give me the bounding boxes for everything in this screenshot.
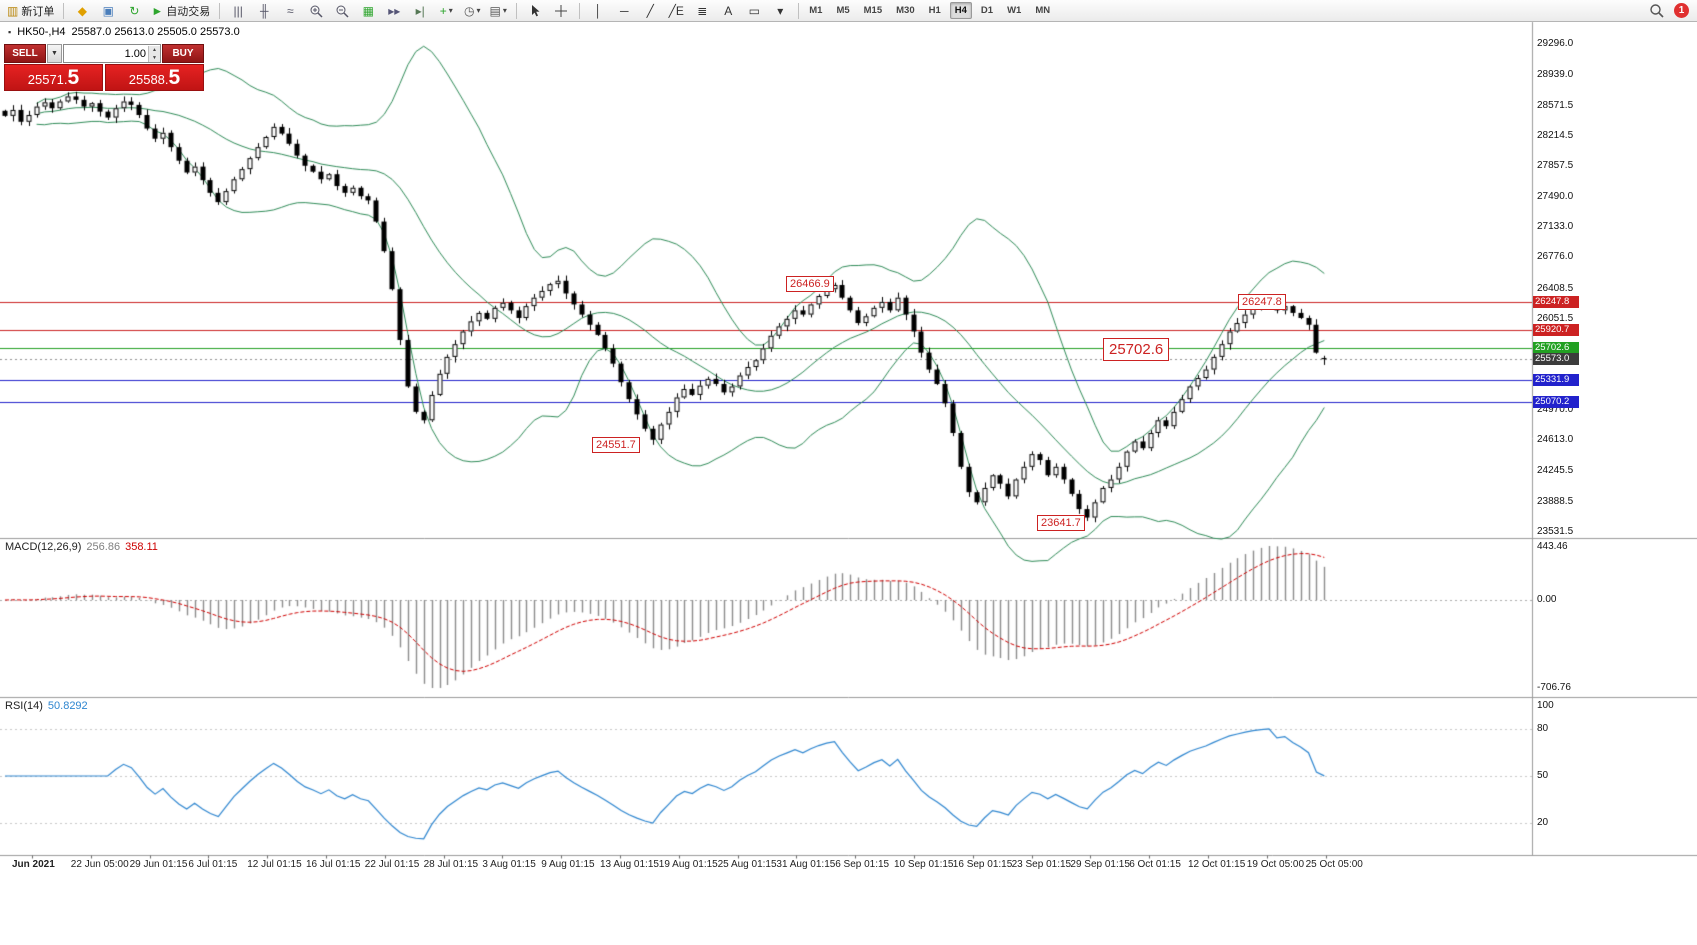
chart-bars-icon[interactable]: |||	[233, 3, 243, 18]
time-scale[interactable]	[0, 855, 1532, 876]
chart-ohlc-line: ▪ HK50-,H4 25587.0 25613.0 25505.0 25573.0	[8, 26, 246, 38]
macd-signal-value: 358.11	[125, 541, 158, 553]
rsi-indicator-label: RSI(14) 50.8292	[5, 700, 88, 712]
cursor-icon[interactable]	[523, 1, 547, 21]
toolbar-separator	[798, 2, 800, 19]
timeframe-m1[interactable]: M1	[809, 5, 823, 16]
chart-candles-icon[interactable]: ╫	[259, 3, 269, 18]
volume-input[interactable]	[64, 47, 148, 60]
toolbar-separator	[63, 2, 65, 19]
buy-button[interactable]: BUY	[162, 44, 204, 63]
price-scale[interactable]	[1532, 22, 1697, 855]
timeframe-h1[interactable]: H1	[928, 5, 941, 16]
text-icon[interactable]: A	[724, 3, 733, 18]
rsi-name: RSI(14)	[5, 700, 43, 712]
sell-price-button[interactable]: 25571. 5	[4, 64, 103, 91]
timeframe-d1[interactable]: D1	[980, 5, 994, 16]
fibonacci-icon[interactable]: ≣	[697, 3, 708, 18]
timeframe-mn[interactable]: MN	[1035, 5, 1051, 16]
macd-indicator-label: MACD(12,26,9) 256.86 358.11	[5, 541, 158, 553]
indicators-add-icon[interactable]: + ▾	[439, 3, 453, 18]
auto-scroll-icon[interactable]: ▸▸	[388, 3, 401, 18]
toolbar: ▥ 新订单 ◆ ▣ ↻ ► 自动交易 ||| ╫ ≈ ▦ ▸▸ ▸| + ▾ ◷ ▾ ▤ ▾ │ ─ ╱ ╱E ≣ A ▭ ▾ M1…	[0, 0, 1697, 22]
volume-field: ▲▼	[63, 44, 161, 63]
symbol-timeframe: HK50-,H4	[17, 26, 66, 38]
auto-trading-button[interactable]: ► 自动交易	[151, 3, 211, 18]
toolbar-separator	[219, 2, 221, 19]
market-watch-icon[interactable]: ◆	[77, 3, 87, 18]
toolbar-separator	[516, 2, 518, 19]
horizontal-line-icon[interactable]: ─	[619, 3, 629, 18]
trade-options-dropdown[interactable]: ▼	[47, 44, 62, 63]
search-icon[interactable]	[1644, 1, 1668, 21]
vertical-line-icon[interactable]: │	[594, 3, 602, 18]
chart-icon: ▪	[8, 27, 12, 37]
buy-price-button[interactable]: 25588. 5	[105, 64, 204, 91]
zoom-out-icon[interactable]	[330, 1, 354, 21]
zoom-in-icon[interactable]	[304, 1, 328, 21]
navigator-icon[interactable]: ↻	[129, 3, 140, 18]
timeframe-h4[interactable]: H4	[949, 2, 972, 19]
one-click-trading-widget: SELL ▼ ▲▼ BUY 25571.5 25588.5	[4, 44, 204, 91]
notification-badge[interactable]: 1	[1674, 3, 1689, 18]
timeframe-m30[interactable]: M30	[896, 5, 915, 16]
trendline-icon[interactable]: ╱	[646, 3, 654, 18]
chart-shift-icon[interactable]: ▸|	[415, 3, 425, 18]
shapes-dropdown-icon[interactable]: ▾	[777, 3, 784, 18]
sell-button[interactable]: SELL	[4, 44, 46, 63]
timeframe-group: M1 M5 M15 M30 H1 H4 D1 W1 MN	[803, 2, 1056, 19]
chart-line-icon[interactable]: ≈	[286, 3, 294, 18]
ohlc-values: 25587.0 25613.0 25505.0 25573.0	[71, 26, 240, 38]
macd-name: MACD(12,26,9)	[5, 541, 82, 553]
data-window-icon[interactable]: ▣	[102, 3, 115, 18]
rsi-value: 50.8292	[47, 700, 88, 712]
timeframe-m5[interactable]: M5	[836, 5, 850, 16]
new-order-button[interactable]: ▥ 新订单	[7, 3, 55, 18]
timeframe-w1[interactable]: W1	[1007, 5, 1022, 16]
templates-icon[interactable]: ▤ ▾	[489, 3, 507, 18]
timeframe-m15[interactable]: M15	[863, 5, 883, 16]
crosshair-icon[interactable]	[549, 1, 573, 21]
volume-up-arrow[interactable]: ▲	[149, 45, 160, 54]
channel-icon[interactable]: ╱E	[668, 3, 684, 18]
tile-windows-icon[interactable]: ▦	[362, 3, 374, 18]
label-icon[interactable]: ▭	[748, 3, 760, 18]
periods-icon[interactable]: ◷ ▾	[463, 3, 481, 18]
volume-down-arrow[interactable]: ▼	[149, 53, 160, 62]
toolbar-separator	[579, 2, 581, 19]
macd-main-value: 256.86	[86, 541, 121, 553]
